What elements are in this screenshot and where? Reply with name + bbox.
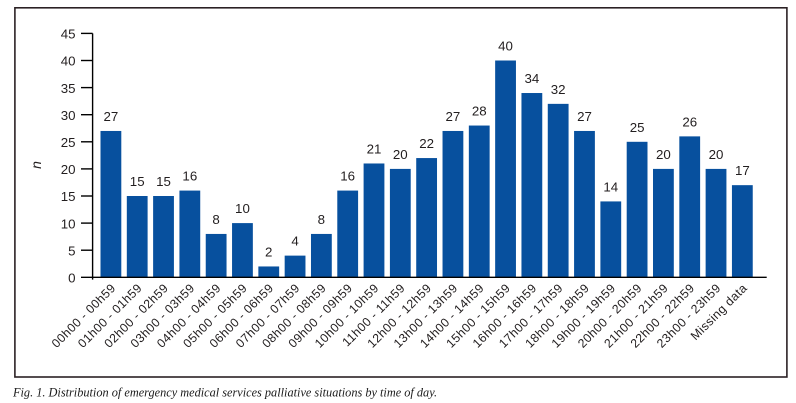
svg-text:26: 26 bbox=[682, 114, 697, 129]
svg-text:35: 35 bbox=[61, 81, 76, 96]
svg-text:32: 32 bbox=[551, 82, 566, 97]
svg-text:20: 20 bbox=[656, 147, 671, 162]
svg-text:n: n bbox=[28, 161, 44, 169]
svg-text:4: 4 bbox=[291, 234, 298, 249]
svg-text:27: 27 bbox=[577, 109, 592, 124]
svg-text:Fig. 1. Distribution of emerge: Fig. 1. Distribution of emergency medica… bbox=[12, 386, 437, 400]
svg-text:8: 8 bbox=[318, 212, 325, 227]
svg-text:8: 8 bbox=[212, 212, 219, 227]
svg-text:27: 27 bbox=[446, 109, 461, 124]
svg-text:17: 17 bbox=[735, 163, 750, 178]
svg-text:20: 20 bbox=[61, 162, 76, 177]
svg-text:22: 22 bbox=[419, 136, 434, 151]
svg-text:45: 45 bbox=[61, 27, 76, 42]
svg-text:20: 20 bbox=[393, 147, 408, 162]
svg-text:10: 10 bbox=[61, 216, 76, 231]
svg-text:21: 21 bbox=[367, 141, 382, 156]
svg-text:28: 28 bbox=[472, 104, 487, 119]
svg-text:0: 0 bbox=[68, 271, 75, 286]
svg-text:30: 30 bbox=[61, 108, 76, 123]
svg-text:16: 16 bbox=[182, 169, 197, 184]
svg-text:40: 40 bbox=[61, 54, 76, 69]
svg-text:27: 27 bbox=[104, 109, 119, 124]
svg-text:16: 16 bbox=[340, 169, 355, 184]
svg-text:14: 14 bbox=[603, 179, 618, 194]
svg-text:10: 10 bbox=[235, 201, 250, 216]
svg-text:15: 15 bbox=[61, 189, 76, 204]
svg-text:25: 25 bbox=[61, 135, 76, 150]
svg-text:40: 40 bbox=[498, 39, 513, 54]
svg-text:34: 34 bbox=[524, 71, 539, 86]
svg-text:20: 20 bbox=[709, 147, 724, 162]
svg-text:2: 2 bbox=[265, 244, 272, 259]
svg-text:5: 5 bbox=[68, 243, 75, 258]
svg-text:15: 15 bbox=[156, 174, 171, 189]
svg-text:15: 15 bbox=[130, 174, 145, 189]
svg-text:25: 25 bbox=[630, 120, 645, 135]
